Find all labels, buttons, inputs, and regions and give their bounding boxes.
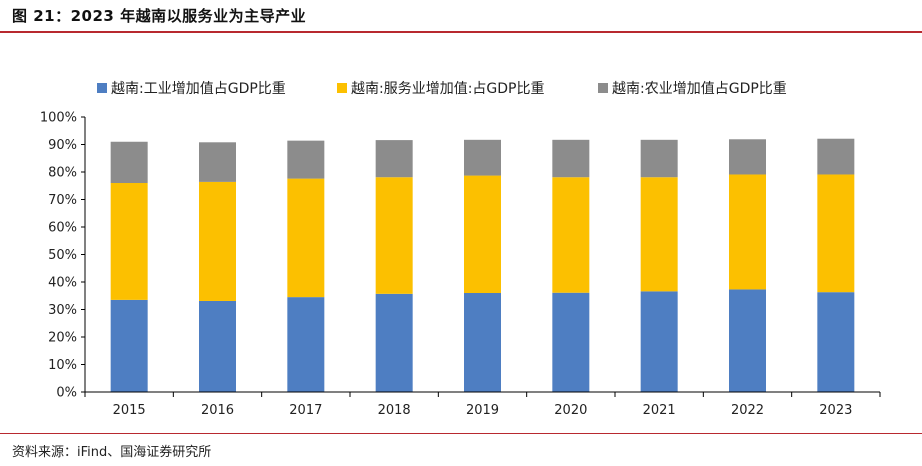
bar-2022-series-3 (729, 139, 766, 175)
chart-legend: 越南:工业增加值占GDP比重 越南:服务业增加值:占GDP比重 越南:农业增加值占G… (97, 81, 787, 97)
bar-2017-series-3 (287, 140, 325, 179)
bar-2015-series-1 (110, 299, 148, 392)
x-tick-label: 2016 (201, 403, 234, 418)
page-title: 图 21：2023 年越南以服务业为主导产业 (12, 7, 307, 25)
bar-2023-series-3 (817, 138, 855, 175)
x-tick-label: 2018 (378, 403, 411, 418)
footer-divider (0, 433, 922, 434)
bar-2018-series-2 (375, 177, 413, 294)
x-axis: 2015 2016 2017 2018 2019 2020 2021 2022 2023 (84, 391, 881, 418)
y-tick-label: 40% (48, 276, 77, 291)
legend-swatch-1 (97, 83, 107, 93)
y-tick-label: 100% (40, 111, 77, 126)
y-tick-label: 20% (48, 331, 77, 346)
title-divider (0, 31, 922, 33)
legend-swatch-2 (337, 83, 347, 93)
y-tick-label: 10% (48, 358, 77, 373)
bar-2021-series-2 (640, 177, 678, 292)
bar-2016-series-2 (199, 181, 236, 301)
x-tick-label: 2020 (554, 403, 587, 418)
y-tick-label: 80% (48, 166, 77, 181)
bar-2022-series-1 (729, 289, 766, 392)
bar-2018-series-3 (375, 140, 413, 178)
y-axis: 0% 10% 20% 30% 40% 50% 60% 70% 80% 90% 100% (40, 111, 86, 401)
bar-2023-series-1 (817, 292, 855, 392)
bar-2019-series-2 (464, 175, 501, 293)
legend-label-2: 越南:服务业增加值:占GDP比重 (351, 81, 545, 97)
bar-2021-series-1 (640, 291, 678, 392)
y-tick-label: 90% (48, 138, 77, 153)
legend-label-1: 越南:工业增加值占GDP比重 (111, 81, 286, 97)
x-tick-label: 2015 (113, 403, 146, 418)
x-tick-label: 2019 (466, 403, 499, 418)
source-note: 资料来源：iFind、国海证券研究所 (12, 445, 212, 460)
bar-2018-series-1 (375, 293, 413, 392)
bar-2019-series-3 (464, 139, 501, 176)
bar-2015-series-2 (110, 183, 148, 300)
bar-2016-series-3 (199, 142, 236, 182)
y-tick-label: 0% (56, 386, 77, 401)
y-tick-label: 70% (48, 193, 77, 208)
x-tick-label: 2022 (731, 403, 764, 418)
bar-2021-series-3 (640, 139, 678, 178)
y-tick-label: 60% (48, 221, 77, 236)
y-tick-label: 30% (48, 303, 77, 318)
bars (110, 138, 855, 392)
bar-2017-series-1 (287, 297, 325, 392)
legend-swatch-3 (598, 83, 608, 93)
bar-2016-series-1 (199, 300, 236, 392)
bar-2020-series-3 (552, 139, 590, 178)
bar-2022-series-2 (729, 174, 766, 290)
bar-2023-series-2 (817, 174, 855, 293)
legend-label-3: 越南:农业增加值占GDP比重 (612, 81, 787, 97)
bar-2015-series-3 (110, 141, 148, 183)
x-tick-label: 2017 (289, 403, 322, 418)
bar-2020-series-2 (552, 177, 590, 293)
y-tick-label: 50% (48, 248, 77, 263)
bar-2019-series-1 (464, 293, 501, 392)
x-tick-label: 2021 (643, 403, 676, 418)
bar-2017-series-2 (287, 178, 325, 298)
x-tick-label: 2023 (819, 403, 852, 418)
bar-2020-series-1 (552, 292, 590, 392)
